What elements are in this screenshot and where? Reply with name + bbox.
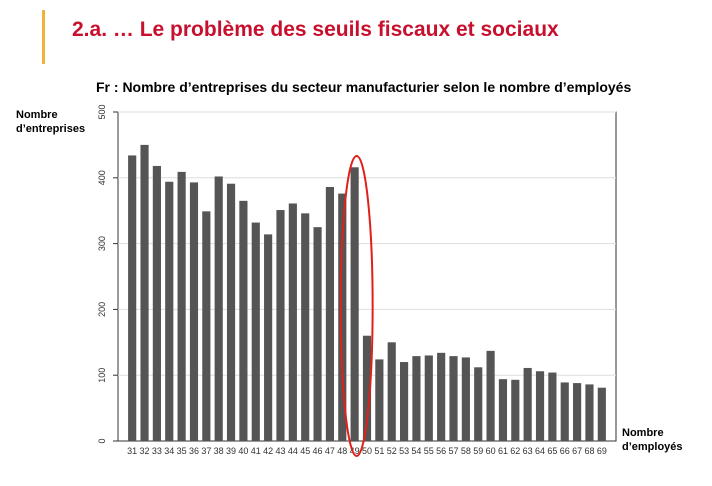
- bar-47: [325, 187, 335, 441]
- x-tick-label: 49: [350, 446, 360, 456]
- x-tick-label: 64: [535, 446, 545, 456]
- bar-53: [399, 362, 409, 441]
- bar-40: [239, 200, 248, 441]
- bar-42: [264, 234, 273, 441]
- bar-34: [165, 181, 174, 442]
- x-tick-label: 65: [547, 446, 557, 456]
- bar-43: [276, 210, 285, 441]
- bar-67: [573, 383, 582, 441]
- bar-69: [597, 387, 606, 441]
- x-tick-label: 63: [523, 446, 533, 456]
- y-axis-label-line-2: d’entreprises: [16, 123, 86, 135]
- bar-48: [338, 193, 347, 441]
- x-tick-label: 31: [127, 446, 137, 456]
- threshold-highlight-ellipse: [339, 155, 374, 457]
- x-tick-label: 54: [411, 446, 421, 456]
- accent-bar: [42, 10, 45, 64]
- bar-37: [202, 211, 211, 441]
- x-tick-label: 33: [152, 446, 162, 456]
- x-tick-label: 62: [510, 446, 520, 456]
- y-axis-label-line-1: Nombre: [16, 109, 58, 121]
- x-axis-label-line-2: d’employés: [622, 441, 683, 453]
- x-tick-label: 55: [424, 446, 434, 456]
- y-tick-label: 400: [97, 170, 107, 185]
- bar-57: [449, 356, 458, 441]
- x-tick-label: 52: [387, 446, 397, 456]
- x-tick-label: 47: [325, 446, 335, 456]
- x-tick-label: 41: [251, 446, 261, 456]
- x-tick-label: 66: [560, 446, 570, 456]
- bar-46: [313, 227, 322, 441]
- x-tick-label: 60: [486, 446, 496, 456]
- y-tick-label: 200: [97, 302, 107, 317]
- bar-64: [535, 371, 545, 441]
- bar-54: [412, 356, 421, 441]
- bar-45: [301, 213, 310, 441]
- x-tick-label: 39: [226, 446, 236, 456]
- bar-50: [362, 335, 372, 441]
- bar-56: [437, 352, 446, 441]
- chart-title: Fr : Nombre d’entreprises du secteur man…: [96, 79, 632, 95]
- x-tick-label: 56: [436, 446, 446, 456]
- x-tick-label: 59: [473, 446, 483, 456]
- x-tick-label: 69: [597, 446, 607, 456]
- bar-60: [486, 350, 495, 441]
- x-tick-label: 37: [201, 446, 211, 456]
- x-tick-label: 38: [214, 446, 224, 456]
- x-tick-label: 51: [374, 446, 384, 456]
- bar-32: [140, 144, 149, 441]
- x-tick-label: 34: [164, 446, 174, 456]
- bar-52: [387, 342, 396, 441]
- x-tick-label: 32: [140, 446, 150, 456]
- x-tick-label: 48: [337, 446, 347, 456]
- bar-49: [350, 167, 359, 441]
- bar-31: [128, 155, 137, 442]
- y-axis-label: Nombre d’entreprises: [16, 108, 85, 136]
- bar-66: [560, 382, 569, 441]
- x-axis-label-line-1: Nombre: [622, 427, 664, 439]
- x-axis-label: Nombre d’employés: [622, 426, 683, 454]
- x-tick-label: 57: [449, 446, 459, 456]
- bar-35: [177, 171, 186, 442]
- x-tick-label: 50: [362, 446, 372, 456]
- x-tick-label: 45: [300, 446, 310, 456]
- bar-65: [548, 372, 557, 441]
- x-tick-label: 58: [461, 446, 471, 456]
- bar-44: [288, 203, 297, 441]
- bar-38: [214, 176, 223, 441]
- bar-68: [585, 384, 594, 441]
- y-tick-label: 0: [97, 438, 107, 443]
- bar-61: [498, 379, 508, 441]
- x-tick-label: 46: [313, 446, 323, 456]
- bar-51: [375, 359, 384, 441]
- x-tick-label: 67: [572, 446, 582, 456]
- bar-62: [511, 379, 520, 441]
- bar-36: [189, 182, 199, 441]
- bar-63: [523, 367, 532, 441]
- x-tick-label: 40: [238, 446, 248, 456]
- bar-58: [461, 357, 470, 441]
- x-tick-label: 42: [263, 446, 273, 456]
- bar-59: [474, 367, 483, 441]
- x-tick-label: 43: [275, 446, 285, 456]
- x-tick-label: 53: [399, 446, 409, 456]
- bar-55: [424, 355, 433, 441]
- x-tick-label: 44: [288, 446, 298, 456]
- bar-39: [226, 183, 236, 442]
- y-tick-label: 500: [97, 104, 107, 119]
- y-tick-label: 300: [97, 236, 107, 251]
- x-tick-label: 68: [584, 446, 594, 456]
- bar-33: [152, 165, 161, 441]
- x-tick-label: 36: [189, 446, 199, 456]
- x-tick-label: 35: [177, 446, 187, 456]
- x-tick-label: 61: [498, 446, 508, 456]
- slide-title: 2.a. … Le problème des seuils fiscaux et…: [72, 18, 559, 41]
- bar-41: [251, 222, 260, 441]
- y-tick-label: 100: [97, 368, 107, 383]
